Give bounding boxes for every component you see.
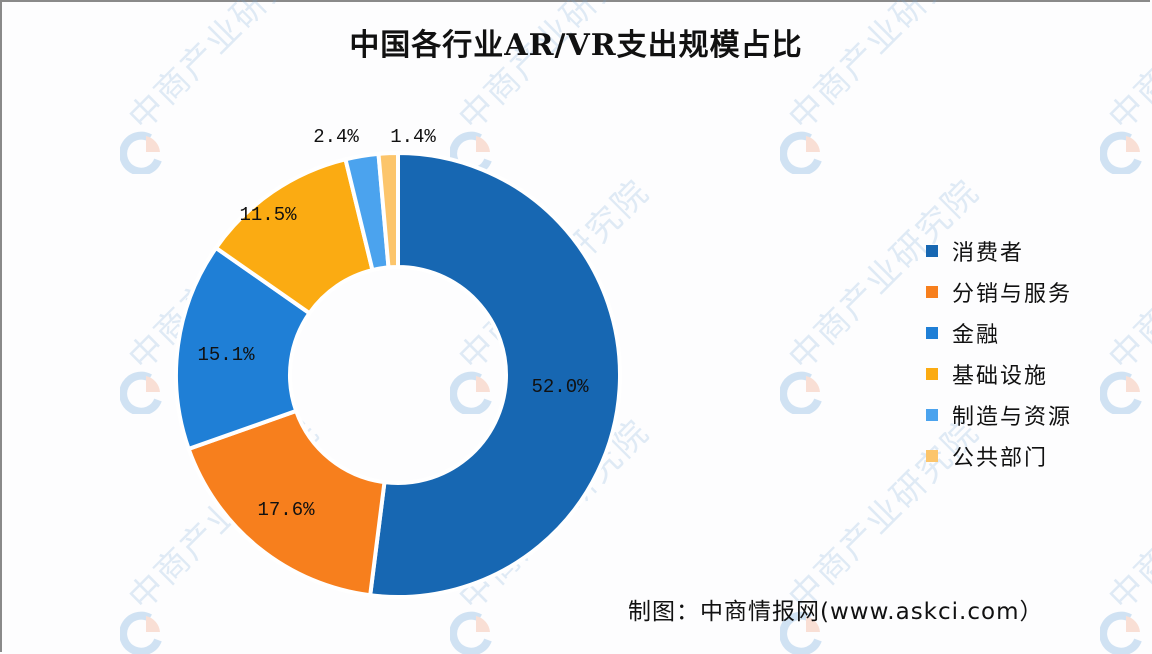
donut-slice [174,245,313,452]
legend-swatch [926,408,938,421]
legend-swatch [926,326,938,339]
legend-item: 基础设施 [926,353,1072,394]
data-label: 11.5% [239,204,297,226]
chart-title: 中国各行业AR/VR支出规模占比 [349,28,803,63]
legend-item: 金融 [926,312,1072,353]
legend-label: 制造与资源 [952,404,1073,430]
data-label: 1.4% [390,126,436,148]
legend-item: 分销与服务 [926,271,1072,312]
legend-swatch [926,244,938,257]
legend-swatch [926,285,938,298]
legend-item: 消费者 [926,230,1072,271]
donut-slice [376,150,400,270]
legend-item: 制造与资源 [926,394,1072,435]
data-label: 52.0% [531,376,589,398]
legend-swatch [926,367,938,380]
data-label: 17.6% [257,499,315,521]
donut-slice [186,408,387,598]
legend-label: 消费者 [952,240,1025,266]
data-label: 2.4% [313,126,359,148]
data-labels: 52.0% 17.6% 15.1% 11.5% 2.4% 1.4% [197,126,589,521]
legend-label: 金融 [952,322,1001,348]
legend: 消费者分销与服务金融基础设施制造与资源公共部门 [926,230,1072,476]
legend-label: 分销与服务 [952,281,1073,307]
donut-slice [367,150,622,599]
source-note: 制图：中商情报网(www.askci.com） [628,599,1044,625]
legend-item: 公共部门 [926,435,1072,476]
donut-slices [174,150,622,599]
data-label: 15.1% [197,344,255,366]
legend-label: 公共部门 [952,445,1049,471]
legend-swatch [926,449,938,462]
legend-label: 基础设施 [952,363,1049,389]
